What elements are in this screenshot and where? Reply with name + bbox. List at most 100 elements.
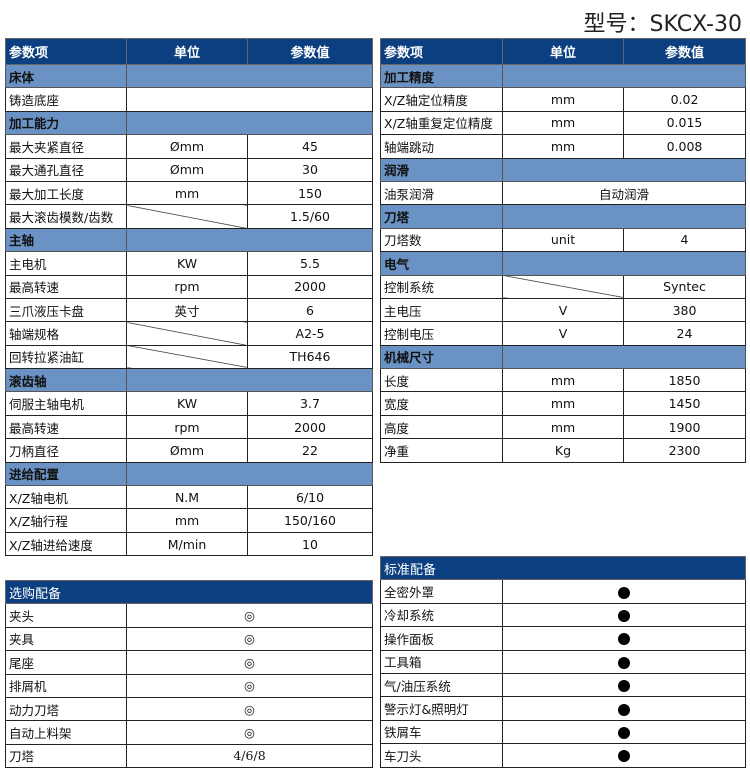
row-label: 最高转速	[5, 274, 127, 299]
header-unit: 单位	[502, 38, 624, 65]
filled-circle-icon	[618, 680, 630, 693]
filled-circle-icon	[618, 703, 630, 716]
row-value: 150	[247, 180, 373, 206]
item-label: 铁屑车	[380, 719, 503, 745]
item-value: ◎	[125, 650, 374, 675]
row-unit: Ømm	[126, 157, 248, 182]
table-row: 高度 mm 1900	[380, 414, 746, 440]
section-row: 床体	[5, 63, 373, 89]
table-row: 工具箱	[380, 649, 747, 674]
row-unit: Ømm	[126, 438, 248, 463]
table-row: 最高转速 rpm 2000	[5, 414, 373, 440]
row-value: 4	[623, 227, 746, 253]
row-label: 最大加工长度	[5, 180, 127, 206]
table-row: 铁屑车	[380, 719, 747, 745]
right-spec-table: 参数项 单位 参数值 加工精度 X/Z轴定位精度 mm 0.02 X/Z轴重复定位精度 m…	[380, 38, 746, 463]
row-value: 30	[247, 157, 373, 182]
table-row: 回转拉紧油缸 TH646	[5, 344, 373, 370]
item-label: 车刀头	[380, 743, 503, 768]
item-label: 全密外罩	[380, 579, 503, 604]
row-label: 长度	[380, 368, 503, 393]
table-row: 轴端跳动 mm 0.008	[380, 134, 746, 159]
row-unit: mm	[126, 180, 248, 206]
table-row: 宽度 mm 1450	[380, 391, 746, 416]
table-row: 全密外罩	[380, 579, 747, 604]
row-label: X/Z轴重复定位精度	[380, 110, 503, 136]
item-included	[501, 579, 747, 604]
section-label: 进给配置	[5, 461, 127, 487]
row-unit: Kg	[502, 438, 624, 463]
section-fill	[126, 461, 373, 487]
row-value: 0.015	[623, 110, 746, 136]
item-value: ◎	[125, 696, 374, 722]
row-value: 10	[247, 531, 373, 557]
table-row: 最大滚齿模数/齿数 1.5/60	[5, 204, 373, 229]
row-value: 150/160	[247, 508, 373, 533]
row-value: 22	[247, 438, 373, 463]
row-unit: mm	[502, 87, 624, 112]
table-row: 铸造底座	[5, 87, 373, 112]
item-value: ◎	[125, 626, 374, 652]
row-unit: V	[502, 297, 624, 323]
row-label: 最高转速	[5, 414, 127, 440]
item-included	[501, 719, 747, 745]
table-row: 刀塔 4/6/8	[5, 743, 374, 769]
row-label: 主电机	[5, 251, 127, 276]
section-fill	[126, 368, 373, 393]
item-label: 尾座	[5, 650, 127, 675]
section-label: 滚齿轴	[5, 368, 127, 393]
row-label: 最大滚齿模数/齿数	[5, 204, 127, 229]
row-value: 1.5/60	[247, 204, 373, 229]
row-unit: M/min	[126, 531, 248, 557]
section-row: 滚齿轴	[5, 368, 373, 393]
row-label: 高度	[380, 414, 503, 440]
section-fill	[126, 63, 373, 89]
item-included	[501, 696, 747, 721]
item-label: 工具箱	[380, 649, 503, 674]
section-fill	[502, 204, 746, 229]
row-value: TH646	[247, 344, 373, 370]
row-value: 5.5	[247, 251, 373, 276]
table-row: 主电压 V 380	[380, 297, 746, 323]
header-row: 参数项 单位 参数值	[380, 38, 746, 65]
row-unit: unit	[502, 227, 624, 253]
table-row: X/Z轴进给速度 M/min 10	[5, 531, 373, 557]
section-label: 加工精度	[380, 63, 503, 89]
row-value: 2300	[623, 438, 746, 463]
item-label: 动力刀塔	[5, 696, 127, 722]
standard-equipment-table: 标准配备 全密外罩 冷却系统 操作面板 工具箱 气/油压系统 警示灯&照明灯 铁屑车 车刀头	[379, 555, 747, 768]
row-value: 1450	[623, 391, 746, 416]
table-row: 夹头 ◎	[5, 603, 374, 628]
section-row: 刀塔	[380, 204, 746, 229]
header-item: 参数项	[5, 38, 127, 65]
table-row: 净重 Kg 2300	[380, 438, 746, 463]
row-label: 最大通孔直径	[5, 157, 127, 182]
section-fill	[502, 344, 746, 370]
filled-circle-icon	[618, 656, 630, 669]
filled-circle-icon	[618, 633, 630, 646]
row-unit: mm	[502, 414, 624, 440]
table-row: 主电机 KW 5.5	[5, 251, 373, 276]
table-row: 油泵润滑 自动润滑	[380, 180, 746, 206]
table-row: 最大加工长度 mm 150	[5, 180, 373, 206]
table-row: 最高转速 rpm 2000	[5, 274, 373, 299]
row-label: 刀塔数	[380, 227, 503, 253]
header-value: 参数值	[623, 38, 746, 65]
row-label: 宽度	[380, 391, 503, 416]
row-label: 轴端跳动	[380, 134, 503, 159]
row-label: 铸造底座	[5, 87, 127, 112]
row-label: 控制电压	[380, 321, 503, 346]
table-row: 排屑机 ◎	[5, 673, 374, 698]
row-unit: mm	[502, 368, 624, 393]
table-row: 最大夹紧直径 Ømm 45	[5, 134, 373, 159]
row-label: X/Z轴定位精度	[380, 87, 503, 112]
item-included	[501, 743, 747, 768]
section-label: 床体	[5, 63, 127, 89]
table-row: X/Z轴行程 mm 150/160	[5, 508, 373, 533]
row-value: Syntec	[623, 274, 746, 299]
table-row: 尾座 ◎	[5, 650, 374, 675]
table-row: 操作面板	[380, 626, 747, 651]
row-unit: V	[502, 321, 624, 346]
unit-cell-empty	[126, 204, 248, 229]
section-fill	[502, 251, 746, 276]
